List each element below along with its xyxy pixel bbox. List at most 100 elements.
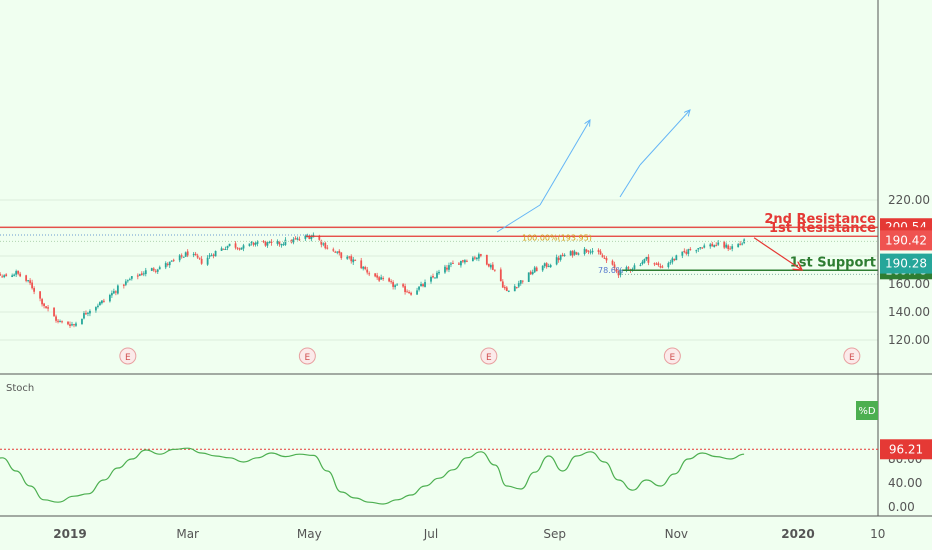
earnings-marker-circle[interactable] [480,347,498,365]
candle-body [298,239,301,241]
time-tick-label[interactable]: May [297,527,322,541]
candle [256,240,259,247]
candle [158,265,161,270]
candle [432,273,434,279]
candle [667,261,670,269]
level-label-2[interactable]: 1st Resistance [769,221,876,236]
candle-body [306,236,309,238]
time-tick-label[interactable]: Sep [543,527,566,541]
candle-body [95,307,97,311]
earnings-marker-label[interactable]: E [849,353,855,363]
candle [186,249,189,258]
candle-body [569,251,572,256]
earnings-marker-circle[interactable] [843,347,861,365]
candle [57,318,59,324]
stoch-indicator-label[interactable]: Stoch [6,383,34,394]
candle-body [575,252,578,255]
candle-body [675,255,678,261]
candle [374,273,377,278]
candle [164,261,167,270]
candle [128,277,131,281]
candle-body [493,269,496,271]
candle-body [711,243,714,247]
earnings-marker-2[interactable]: E [298,347,316,365]
candle [715,242,718,247]
time-tick-label[interactable]: Jul [423,527,438,541]
price-tick-label[interactable]: 120.00 [888,333,930,347]
earnings-marker-circle[interactable] [663,347,681,365]
time-tick-label[interactable]: Nov [665,527,688,541]
candle [212,253,215,259]
earnings-marker-label[interactable]: E [670,353,676,363]
stoch-tick-label[interactable]: 0.00 [888,500,915,514]
time-tick-label[interactable]: Mar [176,527,199,541]
candle-body [85,313,87,315]
candle [436,270,438,279]
earnings-marker-5[interactable]: E [843,347,861,365]
time-axis[interactable]: 2019 Mar May Jul Sep Nov 2020 10 [53,527,885,541]
price-axis[interactable]: 220.00 160.00 140.00 120.00 [888,193,930,347]
time-tick-label[interactable]: 2019 [53,527,86,541]
stoch-series-tag-label[interactable]: %D [858,406,876,417]
candle-body [250,242,253,244]
candle [392,280,395,290]
candle-body [166,263,169,266]
stoch-series-tag[interactable]: %D [856,401,878,420]
stoch-tick-label[interactable]: 40.00 [888,476,922,490]
candle [675,254,678,261]
candle [250,241,253,246]
candle [108,293,111,303]
candle-body [597,249,600,252]
earnings-marker-circle[interactable] [298,347,316,365]
candle-body [178,255,181,261]
candle-body [543,263,546,267]
candle-body [352,259,355,263]
candle [557,255,560,263]
level-label-1[interactable]: 2nd Resistance [764,212,876,227]
candle [264,240,267,247]
candle [220,246,223,252]
candle-body [410,292,412,295]
level-label-3[interactable]: 1st Support [790,255,876,270]
candle-body [83,313,85,319]
earnings-marker-4[interactable]: E [663,347,681,365]
candle-body [270,241,273,243]
candle-body [256,241,259,244]
candle [194,251,197,256]
candle-body [368,273,371,275]
candle [226,245,229,251]
candle [493,269,496,272]
earnings-marker-circle[interactable] [119,347,137,365]
earnings-marker-1[interactable]: E [119,347,137,365]
candle [388,277,391,283]
time-tick-label[interactable]: 10 [870,527,885,541]
candle-body [354,259,357,261]
candle [13,273,16,277]
earnings-marker-label[interactable]: E [305,353,311,363]
candle-body [687,249,690,254]
candle-body [360,260,363,269]
candle [462,259,464,264]
candle-body [294,238,297,240]
price-tick-label[interactable]: 160.00 [888,277,930,291]
earnings-marker-label[interactable]: E [486,353,492,363]
time-tick-label[interactable]: 2020 [781,527,814,541]
stoch-series-tag-bg[interactable] [856,401,878,420]
earnings-marker-label[interactable]: E [125,353,131,363]
candle-body [434,277,436,279]
candle [184,251,187,257]
candle-body [226,245,229,249]
price-tick-label[interactable]: 220.00 [888,193,930,207]
candle-body [561,254,564,257]
candle [200,256,203,265]
candle-body [739,243,742,245]
candle-body [180,255,183,257]
candle-body [583,248,586,255]
candle [645,256,648,261]
candle-body [625,267,628,271]
price-tick-label[interactable]: 140.00 [888,305,930,319]
earnings-marker-3[interactable]: E [480,347,498,365]
